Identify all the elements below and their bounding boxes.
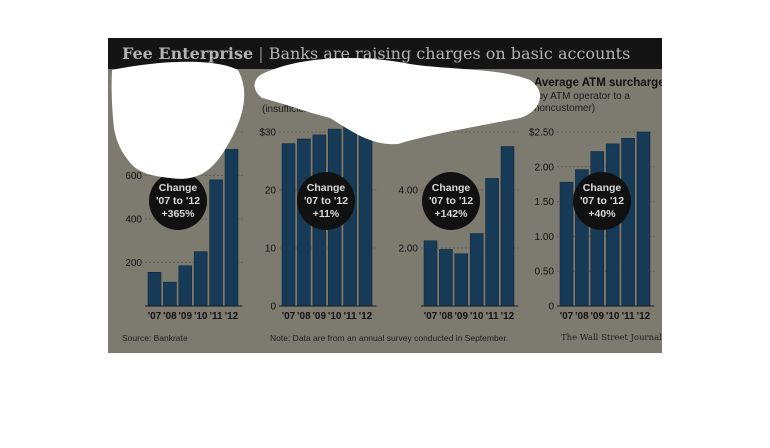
chart-3-y-tick-label: 4.00 bbox=[399, 186, 419, 197]
chart-3-subtitle-line: (noninterest checking) bbox=[398, 104, 496, 115]
chart-4-x-tick-label: '12 bbox=[637, 311, 651, 322]
chart-1-y-tick-label: 400 bbox=[125, 215, 142, 226]
chart-4-subtitle-line: (by ATM operator to a bbox=[534, 91, 630, 102]
chart-3-bar bbox=[423, 240, 438, 307]
chart-2-badge-text: +11% bbox=[313, 208, 340, 220]
chart-3-x-tick-label: '09 bbox=[455, 311, 469, 322]
chart-3-badge-text: '07 to '12 bbox=[429, 195, 473, 207]
chart-1-badge-text: '07 to '12 bbox=[156, 195, 200, 207]
publisher-credit: The Wall Street Journal bbox=[561, 333, 662, 343]
survey-note: Note: Data are from an annual survey con… bbox=[270, 333, 509, 343]
chart-4-title-line: Average ATM surcharge bbox=[534, 77, 662, 89]
chart-2-change-badge bbox=[297, 172, 355, 230]
chart-3-x-tick-label: '10 bbox=[470, 311, 484, 322]
chart-3-x-tick-label: '07 bbox=[424, 311, 438, 322]
chart-1-change-badge bbox=[149, 172, 207, 230]
chart-4-x-tick-label: '08 bbox=[575, 311, 589, 322]
chart-1-bar bbox=[193, 251, 208, 307]
chart-4-bar bbox=[621, 138, 635, 307]
chart-1-bar bbox=[209, 179, 223, 307]
headline-separator: | bbox=[258, 44, 264, 63]
chart-2-y-tick-label: 10 bbox=[265, 244, 277, 255]
chart-1-subtitle-line: (noninterest checking) bbox=[124, 104, 222, 115]
chart-4-x-tick-label: '10 bbox=[606, 311, 620, 322]
chart-3-y-tick-label: 2.00 bbox=[399, 244, 419, 255]
chart-1-x-tick-label: '10 bbox=[194, 311, 208, 322]
chart-2-x-tick-label: '12 bbox=[359, 311, 373, 322]
chart-2-x-tick-label: '08 bbox=[297, 311, 311, 322]
headline-text: Banks are raising charges on basic accou… bbox=[268, 44, 631, 63]
chart-2-x-tick-label: '07 bbox=[282, 311, 296, 322]
chart-4-y-tick-label: $2.50 bbox=[529, 128, 554, 139]
chart-4-y-tick-label: 0 bbox=[548, 302, 554, 313]
headline: Fee Enterprise | Banks are raising charg… bbox=[122, 45, 630, 63]
chart-2-x-tick-label: '11 bbox=[344, 311, 357, 322]
chart-2-bar bbox=[358, 124, 373, 307]
chart-1-bar bbox=[163, 281, 177, 307]
chart-4-y-tick-label: 0.50 bbox=[535, 267, 555, 278]
chart-1-bar bbox=[147, 272, 162, 307]
chart-4-bar bbox=[636, 131, 651, 307]
chart-1-bar bbox=[178, 265, 193, 307]
chart-1-bar bbox=[224, 149, 239, 307]
chart-2-y-tick-label: 0 bbox=[270, 302, 276, 313]
chart-1-y-tick-label: 200 bbox=[125, 258, 142, 269]
chart-1-y-tick-label: 600 bbox=[125, 171, 142, 182]
chart-3-bar bbox=[469, 233, 484, 307]
chart-3-bar bbox=[439, 249, 453, 307]
chart-1-x-tick-label: '08 bbox=[163, 311, 177, 322]
chart-4-y-tick-label: 1.00 bbox=[535, 232, 555, 243]
chart-1-badge-text: +365% bbox=[162, 208, 196, 220]
chart-1-x-tick-label: '12 bbox=[225, 311, 239, 322]
chart-1-title-line: avoid a fee bbox=[124, 90, 183, 102]
chart-2-y-tick-label: $30 bbox=[259, 128, 276, 139]
chart-3-bar bbox=[485, 178, 499, 307]
chart-3-x-tick-label: '08 bbox=[439, 311, 453, 322]
chart-1-x-tick-label: '09 bbox=[179, 311, 193, 322]
chart-2-subtitle-line: (insufficient funds) bbox=[262, 104, 343, 115]
chart-3-badge-text: Change bbox=[432, 182, 471, 194]
chart-1-title-line: Minimum balance to bbox=[124, 77, 235, 89]
chart-2-x-tick-label: '10 bbox=[328, 311, 342, 322]
chart-2-badge-text: Change bbox=[307, 182, 346, 194]
chart-3-change-badge bbox=[422, 172, 480, 230]
chart-3-bar bbox=[500, 146, 515, 307]
chart-3-title-line: service fee bbox=[398, 90, 457, 102]
chart-2-x-tick-label: '09 bbox=[313, 311, 327, 322]
source-note: Source: Bankrate bbox=[122, 333, 188, 343]
chart-3-bar bbox=[454, 253, 469, 307]
headline-kicker: Fee Enterprise bbox=[122, 44, 254, 63]
chart-1-x-tick-label: '07 bbox=[148, 311, 162, 322]
chart-4-badge-text: +40% bbox=[588, 208, 616, 220]
chart-4-y-tick-label: 2.00 bbox=[535, 162, 555, 173]
chart-3-x-tick-label: '11 bbox=[486, 311, 499, 322]
chart-4-x-tick-label: '11 bbox=[622, 311, 635, 322]
chart-4-badge-text: Change bbox=[583, 182, 622, 194]
chart-4-change-badge bbox=[573, 172, 631, 230]
chart-3-title-line: Average monthly bbox=[398, 77, 491, 89]
chart-1-x-tick-label: '11 bbox=[210, 311, 223, 322]
chart-2-title-line: overdraft bbox=[262, 90, 312, 102]
chart-3-badge-text: +142% bbox=[435, 208, 469, 220]
chart-2-bar bbox=[281, 143, 296, 307]
chart-2-badge-text: '07 to '12 bbox=[304, 195, 348, 207]
chart-4-bar bbox=[559, 181, 574, 307]
chart-3-x-tick-label: '12 bbox=[501, 311, 515, 322]
chart-2-y-tick-label: 20 bbox=[265, 186, 277, 197]
chart-1-badge-text: Change bbox=[159, 182, 198, 194]
chart-4-x-tick-label: '09 bbox=[591, 311, 605, 322]
chart-4-badge-text: '07 to '12 bbox=[580, 195, 624, 207]
chart-4-y-tick-label: 1.50 bbox=[535, 197, 555, 208]
chart-2-title-line: Average charge for bbox=[262, 77, 367, 89]
chart-4-subtitle-line: noncustomer) bbox=[534, 103, 595, 114]
chart-3-y-tick-label: $6.00 bbox=[393, 128, 418, 139]
chart-4-x-tick-label: '07 bbox=[560, 311, 574, 322]
chart-1-y-tick-label: $800 bbox=[120, 128, 143, 139]
infographic: Fee Enterprise | Banks are raising charg… bbox=[108, 38, 662, 353]
